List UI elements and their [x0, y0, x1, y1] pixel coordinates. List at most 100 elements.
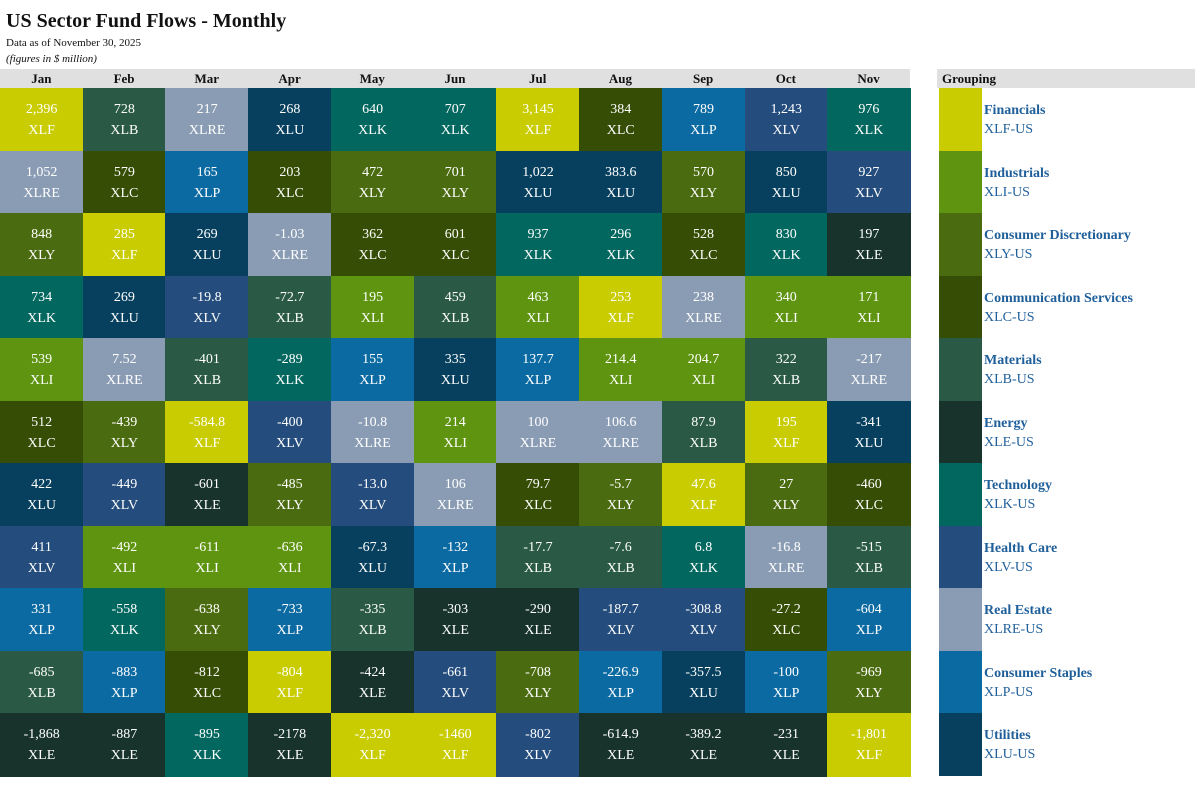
flow-cell: 579 XLC: [82, 150, 167, 214]
flow-value: -584.8: [189, 414, 226, 430]
flow-cell: -2,320 XLF: [330, 713, 415, 777]
flow-cell: 601 XLC: [413, 213, 497, 277]
flow-ticker: XLP: [855, 623, 883, 639]
flow-cell: 362 XLC: [330, 213, 415, 277]
flow-ticker: XLI: [360, 310, 385, 326]
flow-cell: 6.8 XLK: [661, 525, 746, 589]
flow-value: -558: [111, 602, 138, 618]
flow-ticker: XLRE: [437, 498, 474, 514]
flow-cell: -17.7 XLB: [496, 525, 580, 589]
flow-value: 203: [279, 164, 301, 180]
flow-value: -492: [111, 539, 138, 555]
flow-cell: -7.6 XLB: [579, 525, 663, 589]
flow-ticker: XLY: [110, 435, 139, 451]
flow-ticker: XLY: [855, 685, 883, 701]
flow-ticker: XLV: [772, 123, 800, 138]
flow-ticker: XLC: [110, 185, 139, 201]
flow-cell: -661 XLV: [413, 650, 497, 715]
flow-value: 570: [692, 164, 714, 180]
flow-ticker: XLI: [195, 560, 219, 576]
flow-value: 512: [31, 414, 53, 430]
flow-ticker: XLP: [359, 373, 386, 389]
flow-value: 528: [692, 227, 714, 243]
flow-ticker: XLE: [358, 685, 387, 701]
flow-value: 601: [444, 227, 466, 243]
flow-ticker: XLU: [771, 185, 801, 201]
month-header-feb: Feb: [113, 71, 135, 86]
flow-cell: -614.9 XLE: [579, 713, 663, 777]
flow-ticker: XLC: [606, 123, 635, 138]
flow-value: -19.8: [192, 289, 222, 305]
chart-title: US Sector Fund Flows - Monthly: [6, 10, 287, 32]
flow-value: 1,052: [25, 164, 58, 180]
flow-value: -636: [276, 539, 303, 555]
month-header-may: May: [359, 71, 385, 86]
flow-value: -708: [525, 664, 551, 680]
flow-value: 472: [362, 164, 384, 180]
flow-value: -733: [276, 602, 303, 618]
flow-value: -341: [856, 414, 882, 430]
month-header-aug: Aug: [608, 71, 632, 86]
flow-value: -400: [276, 414, 303, 430]
flow-cell: -584.8 XLF: [165, 400, 249, 464]
flow-ticker: XLI: [112, 560, 137, 576]
flow-value: -601: [194, 477, 220, 493]
flow-cell: -460 XLC: [827, 463, 911, 527]
flow-ticker: XLV: [358, 498, 387, 514]
flow-ticker: XLI: [609, 373, 633, 389]
flow-value: 6.8: [694, 539, 713, 555]
legend-ticker-code: XLU-US: [984, 747, 1036, 762]
legend-sector-name: Health Care: [984, 540, 1058, 556]
legend-sector-name: Consumer Staples: [984, 665, 1093, 681]
flow-ticker: XLB: [772, 373, 801, 389]
flow-cell: 411 XLV: [0, 525, 84, 589]
flow-ticker: XLV: [524, 748, 552, 764]
flow-ticker: XLE: [772, 748, 800, 764]
flow-ticker: XLC: [275, 185, 304, 201]
legend-item-xlp: Consumer Staples XLP-US: [939, 650, 1197, 714]
legend-sector-name: Materials: [984, 353, 1042, 368]
flow-ticker: XLY: [441, 185, 469, 201]
flow-ticker: XLC: [193, 685, 222, 701]
month-header-oct: Oct: [775, 71, 796, 86]
flow-ticker: XLRE: [850, 373, 888, 389]
flow-cell: 570 XLY: [661, 150, 746, 214]
flow-ticker: XLE: [28, 748, 56, 764]
flow-cell: 322 XLB: [744, 338, 828, 402]
flow-cell: -558 XLK: [82, 588, 167, 652]
flow-value: -804: [276, 664, 303, 680]
flow-cell: -13.0 XLV: [330, 463, 415, 527]
flow-value: -2,320: [354, 727, 391, 743]
flow-cell: -100 XLP: [744, 650, 828, 715]
flow-cell: -449 XLV: [82, 463, 167, 527]
flow-value: -290: [525, 602, 551, 618]
flow-value: 850: [775, 164, 797, 180]
flow-ticker: XLE: [193, 498, 221, 514]
flow-ticker: XLU: [109, 310, 139, 326]
flow-cell: 27 XLY: [744, 463, 828, 527]
flow-value: 789: [692, 102, 714, 117]
flow-cell: -226.9 XLP: [579, 650, 663, 715]
flow-ticker: XLF: [607, 310, 634, 326]
flow-ticker: XLC: [772, 623, 801, 639]
legend-ticker-code: XLE-US: [984, 434, 1034, 450]
flow-ticker: XLK: [440, 123, 470, 138]
flow-ticker: XLV: [193, 310, 221, 326]
flow-ticker: XLRE: [23, 185, 60, 201]
flow-ticker: XLB: [193, 373, 222, 389]
legend-item-xle: Energy XLE-US: [939, 400, 1197, 464]
flow-cell: 269 XLU: [165, 213, 249, 277]
flow-value: 422: [31, 477, 53, 493]
flow-value: -611: [194, 539, 220, 555]
flow-ticker: XLF: [855, 748, 883, 764]
flow-cell: -883 XLP: [82, 650, 167, 715]
flow-cell: -802 XLV: [496, 713, 580, 777]
flow-cell: 87.9 XLB: [661, 400, 746, 464]
flow-cell: -887 XLE: [82, 713, 167, 777]
flow-value: 734: [31, 289, 53, 305]
flow-value: 204.7: [687, 352, 720, 368]
legend-ticker-code: XLP-US: [984, 684, 1034, 700]
month-header-apr: Apr: [278, 71, 301, 86]
flow-value: -661: [442, 664, 469, 680]
flow-cell: 7.52 XLRE: [82, 338, 167, 402]
